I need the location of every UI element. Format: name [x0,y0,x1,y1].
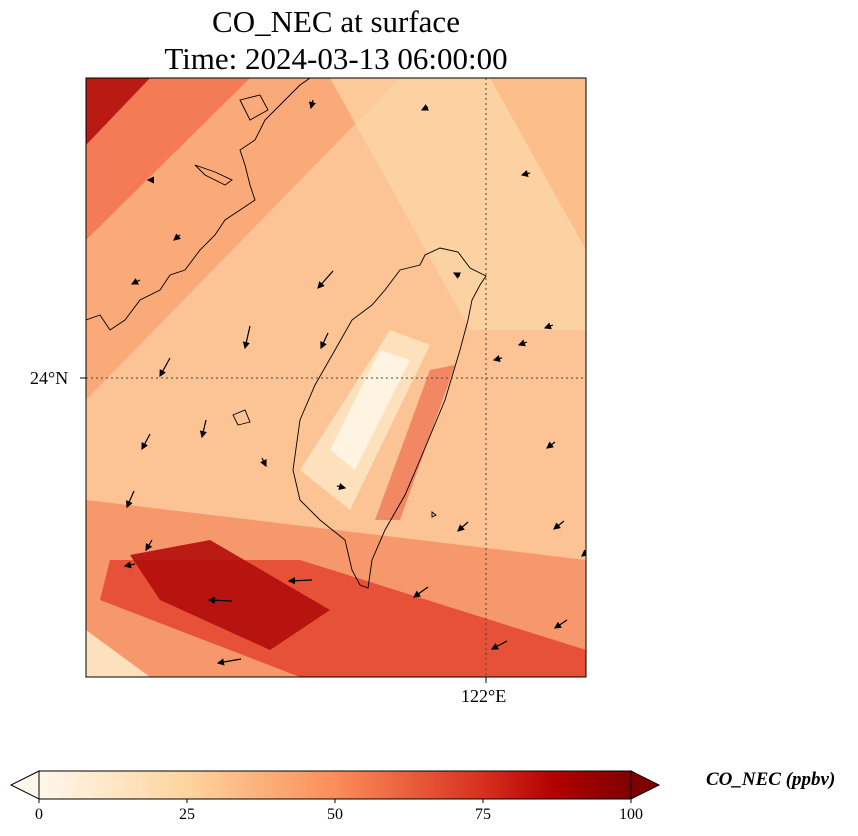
corner-south-west [86,630,150,677]
lon-tick-label: 122°E [461,686,507,706]
wind-arrow [317,270,334,289]
patch-east [490,78,586,250]
colorbar-tick-label: 50 [327,806,343,823]
wind-arrow [141,433,151,451]
wind-arrow [173,233,181,241]
wind-arrow [308,99,316,110]
plume-north-west-core [86,78,250,240]
wind-arrow [546,441,556,449]
islet-outline [431,511,437,518]
wind-arrow [517,339,528,347]
light-band-north-east [330,78,586,330]
stripe-east-taiwan [375,365,455,520]
taiwan-coastline [292,247,487,589]
lat-tick-label: 24°N [30,368,69,388]
plume-north-west-max [86,78,150,145]
map-title-line2: Time: 2024-03-13 06:00:00 [164,41,508,76]
wind-arrow [490,640,508,650]
wind-arrow [145,539,153,552]
island-outline [194,164,233,186]
wind-arrow [216,658,242,666]
map-area [86,78,586,677]
wind-arrow [581,549,586,557]
wind-arrow [457,521,469,532]
coastlines [86,78,487,589]
mainland-coastline [86,78,311,331]
wind-arrow [492,355,503,363]
colorbar-gradient [39,771,631,799]
colorbar [9,770,661,803]
wind-arrow [520,170,531,178]
colorbar-extend-high [630,770,661,800]
wind-arrow [554,619,568,629]
wind-arrow [199,419,207,439]
colorbar-tick-label: 25 [179,806,195,823]
wind-arrow [159,357,171,378]
lightest-core-taiwan [330,350,410,470]
wind-arrow [553,520,565,530]
wind-arrow [242,325,251,350]
island-outline-2 [239,94,269,121]
wind-arrow [320,332,329,350]
wind-arrow [123,561,136,569]
colorbar-tick-label: 100 [619,806,643,823]
plume-south-core [130,540,330,650]
wind-arrow [126,490,135,509]
wind-arrow [543,322,554,330]
wind-arrow [207,596,233,604]
wind-vectors [123,99,586,666]
colorbar-tick-label: 0 [35,806,43,823]
wind-arrow [420,104,429,111]
colorbar-extend-low [9,770,40,800]
wind-arrow [287,577,313,585]
colorbar-tick-label: 75 [475,806,491,823]
map-title-line1: CO_NEC at surface [212,4,460,39]
wind-arrow [260,457,267,468]
wind-arrow [452,272,461,279]
colorbar-label: CO_NEC (ppbv) [706,769,836,790]
penghu-outline [232,409,251,426]
wind-arrow [130,278,141,285]
wind-arrow [336,483,347,491]
wind-arrow [413,586,429,598]
